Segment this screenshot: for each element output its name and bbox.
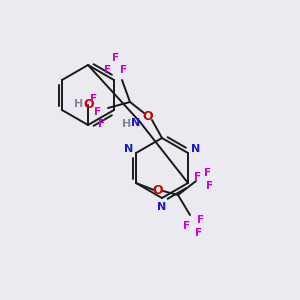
Text: F: F	[120, 65, 128, 75]
Text: F: F	[90, 94, 98, 104]
Text: F: F	[94, 107, 102, 117]
Text: F: F	[184, 221, 190, 231]
Text: F: F	[196, 228, 202, 238]
Text: N: N	[158, 202, 166, 212]
Text: F: F	[194, 172, 202, 182]
Text: O: O	[84, 98, 94, 110]
Text: F: F	[112, 53, 120, 63]
Text: F: F	[197, 215, 205, 225]
Text: O: O	[153, 184, 163, 197]
Text: H: H	[122, 119, 132, 129]
Text: F: F	[104, 65, 112, 75]
Text: F: F	[205, 168, 212, 178]
Text: H: H	[74, 99, 84, 109]
Text: N: N	[191, 143, 200, 154]
Text: O: O	[143, 110, 153, 122]
Text: N: N	[131, 118, 141, 128]
Text: F: F	[98, 119, 106, 129]
Text: F: F	[206, 181, 214, 191]
Text: N: N	[124, 143, 133, 154]
